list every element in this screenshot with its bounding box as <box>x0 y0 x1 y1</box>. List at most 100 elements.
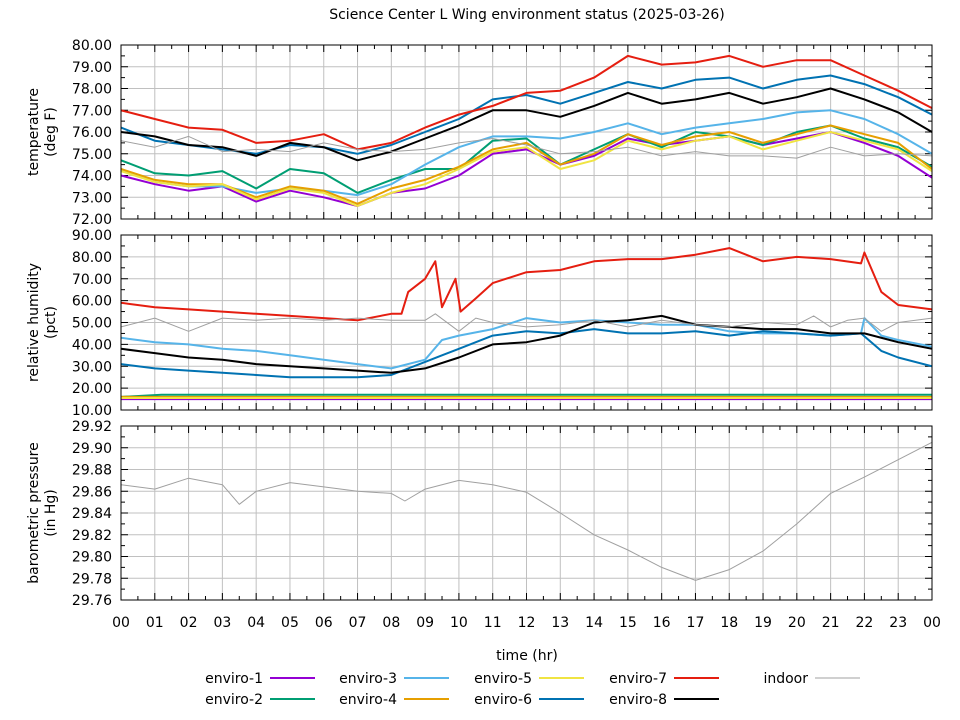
y-tick-label: 90.00 <box>72 228 112 244</box>
series-line-indoor <box>121 441 932 581</box>
x-tick-label: 09 <box>416 615 434 631</box>
y-tick-label: 80.00 <box>72 250 112 266</box>
y-axis-label: (in Hg) <box>43 489 59 537</box>
plot-frame <box>120 44 933 220</box>
legend-item-indoor: indoor <box>763 671 860 687</box>
series-line-indoor <box>121 135 932 159</box>
series-line-enviro-6 <box>121 328 932 379</box>
series-line-enviro-2 <box>121 124 932 194</box>
x-tick-label: 17 <box>687 615 705 631</box>
legend-item-enviro-3: enviro-3 <box>339 671 449 687</box>
x-tick-label: 00 <box>112 615 130 631</box>
legend-label: enviro-5 <box>474 671 532 687</box>
series-line-enviro-5 <box>121 131 932 207</box>
y-tick-label: 29.82 <box>72 528 112 544</box>
x-tick-label: 19 <box>754 615 772 631</box>
y-tick-label: 50.00 <box>72 316 112 332</box>
y-tick-label: 40.00 <box>72 337 112 353</box>
panel-3: 29.76 29.78 29.80 29.82 29.84 29.86 29.88 29.90… <box>26 419 941 631</box>
series-line-enviro-6 <box>121 74 932 155</box>
legend-label: indoor <box>763 671 808 687</box>
legend-item-enviro-2: enviro-2 <box>205 692 315 708</box>
y-tick-label: 29.76 <box>72 593 112 609</box>
series-line-enviro-7 <box>121 247 932 322</box>
y-axis-label: relative humidity <box>26 263 42 382</box>
series-group <box>121 54 932 207</box>
panel-1: 72.00 73.00 74.00 75.00 76.00 77.00 78.00 79.00… <box>26 38 933 228</box>
x-tick-label: 23 <box>889 615 907 631</box>
x-tick-label: 20 <box>788 615 806 631</box>
x-tick-label: 14 <box>585 615 603 631</box>
y-tick-label: 60.00 <box>72 294 112 310</box>
legend-label: enviro-3 <box>339 671 397 687</box>
x-axis-label: time (hr) <box>496 648 558 664</box>
y-tick-label: 74.00 <box>72 169 112 185</box>
legend-label: enviro-6 <box>474 692 532 708</box>
y-tick-label: 29.90 <box>72 441 112 457</box>
legend-item-enviro-7: enviro-7 <box>609 671 719 687</box>
legend-item-enviro-4: enviro-4 <box>339 692 449 708</box>
y-axis-label: (pct) <box>43 306 59 339</box>
x-tick-label: 10 <box>450 615 468 631</box>
y-tick-label: 76.00 <box>72 125 112 141</box>
y-tick-label: 29.88 <box>72 463 112 479</box>
series-line-enviro-3 <box>121 109 932 197</box>
series-line-indoor <box>121 313 932 332</box>
y-tick-label: 73.00 <box>72 190 112 206</box>
legend: enviro-1 enviro-2 enviro-3 enviro-4 enviro-5… <box>205 671 860 708</box>
y-tick-label: 29.86 <box>72 484 112 500</box>
y-axis-label: (deg F) <box>43 107 59 157</box>
y-axis-label: temperature <box>26 88 42 176</box>
series-group <box>121 441 932 581</box>
y-tick-label: 29.80 <box>72 550 112 566</box>
legend-label: enviro-2 <box>205 692 263 708</box>
y-tick-label: 30.00 <box>72 359 112 375</box>
panel-2: 10.00 20.00 30.00 40.00 50.00 60.00 70.00 80.00… <box>26 228 933 419</box>
y-tick-label: 70.00 <box>72 272 112 288</box>
y-tick-label: 78.00 <box>72 82 112 98</box>
legend-item-enviro-5: enviro-5 <box>474 671 584 687</box>
x-tick-label: 13 <box>551 615 569 631</box>
y-tick-label: 80.00 <box>72 38 112 54</box>
y-axis-label: barometric pressure <box>26 442 42 583</box>
y-tick-label: 77.00 <box>72 103 112 119</box>
series-line-enviro-8 <box>121 314 932 374</box>
x-tick-label: 21 <box>822 615 840 631</box>
x-tick-label: 05 <box>281 615 299 631</box>
legend-label: enviro-8 <box>609 692 667 708</box>
x-tick-label: 15 <box>619 615 637 631</box>
series-line-enviro-4 <box>121 124 932 205</box>
legend-label: enviro-4 <box>339 692 397 708</box>
x-tick-label: 03 <box>213 615 231 631</box>
y-tick-label: 29.84 <box>72 506 112 522</box>
y-tick-label: 10.00 <box>72 403 112 419</box>
y-tick-label: 75.00 <box>72 147 112 163</box>
x-tick-label: 08 <box>382 615 400 631</box>
plot-frame <box>120 234 933 411</box>
series-line-enviro-7 <box>121 54 932 151</box>
plot-frame <box>120 425 933 601</box>
x-tick-label: 02 <box>180 615 198 631</box>
x-tick-label: 06 <box>315 615 333 631</box>
x-tick-label: 00 <box>923 615 941 631</box>
series-group <box>121 247 932 401</box>
x-tick-label: 07 <box>349 615 367 631</box>
legend-label: enviro-7 <box>609 671 667 687</box>
legend-label: enviro-1 <box>205 671 263 687</box>
legend-item-enviro-1: enviro-1 <box>205 671 315 687</box>
y-tick-label: 29.78 <box>72 571 112 587</box>
legend-item-enviro-6: enviro-6 <box>474 692 584 708</box>
x-tick-label: 12 <box>518 615 536 631</box>
x-tick-label: 11 <box>484 615 502 631</box>
x-tick-label: 01 <box>146 615 164 631</box>
y-tick-label: 79.00 <box>72 60 112 76</box>
x-tick-label: 18 <box>720 615 738 631</box>
series-line-enviro-1 <box>121 131 932 207</box>
y-tick-label: 72.00 <box>72 212 112 228</box>
legend-item-enviro-8: enviro-8 <box>609 692 719 708</box>
x-tick-label: 16 <box>653 615 671 631</box>
x-tick-label: 04 <box>247 615 265 631</box>
chart-title: Science Center L Wing environment status… <box>329 7 725 23</box>
x-tick-label: 22 <box>856 615 874 631</box>
